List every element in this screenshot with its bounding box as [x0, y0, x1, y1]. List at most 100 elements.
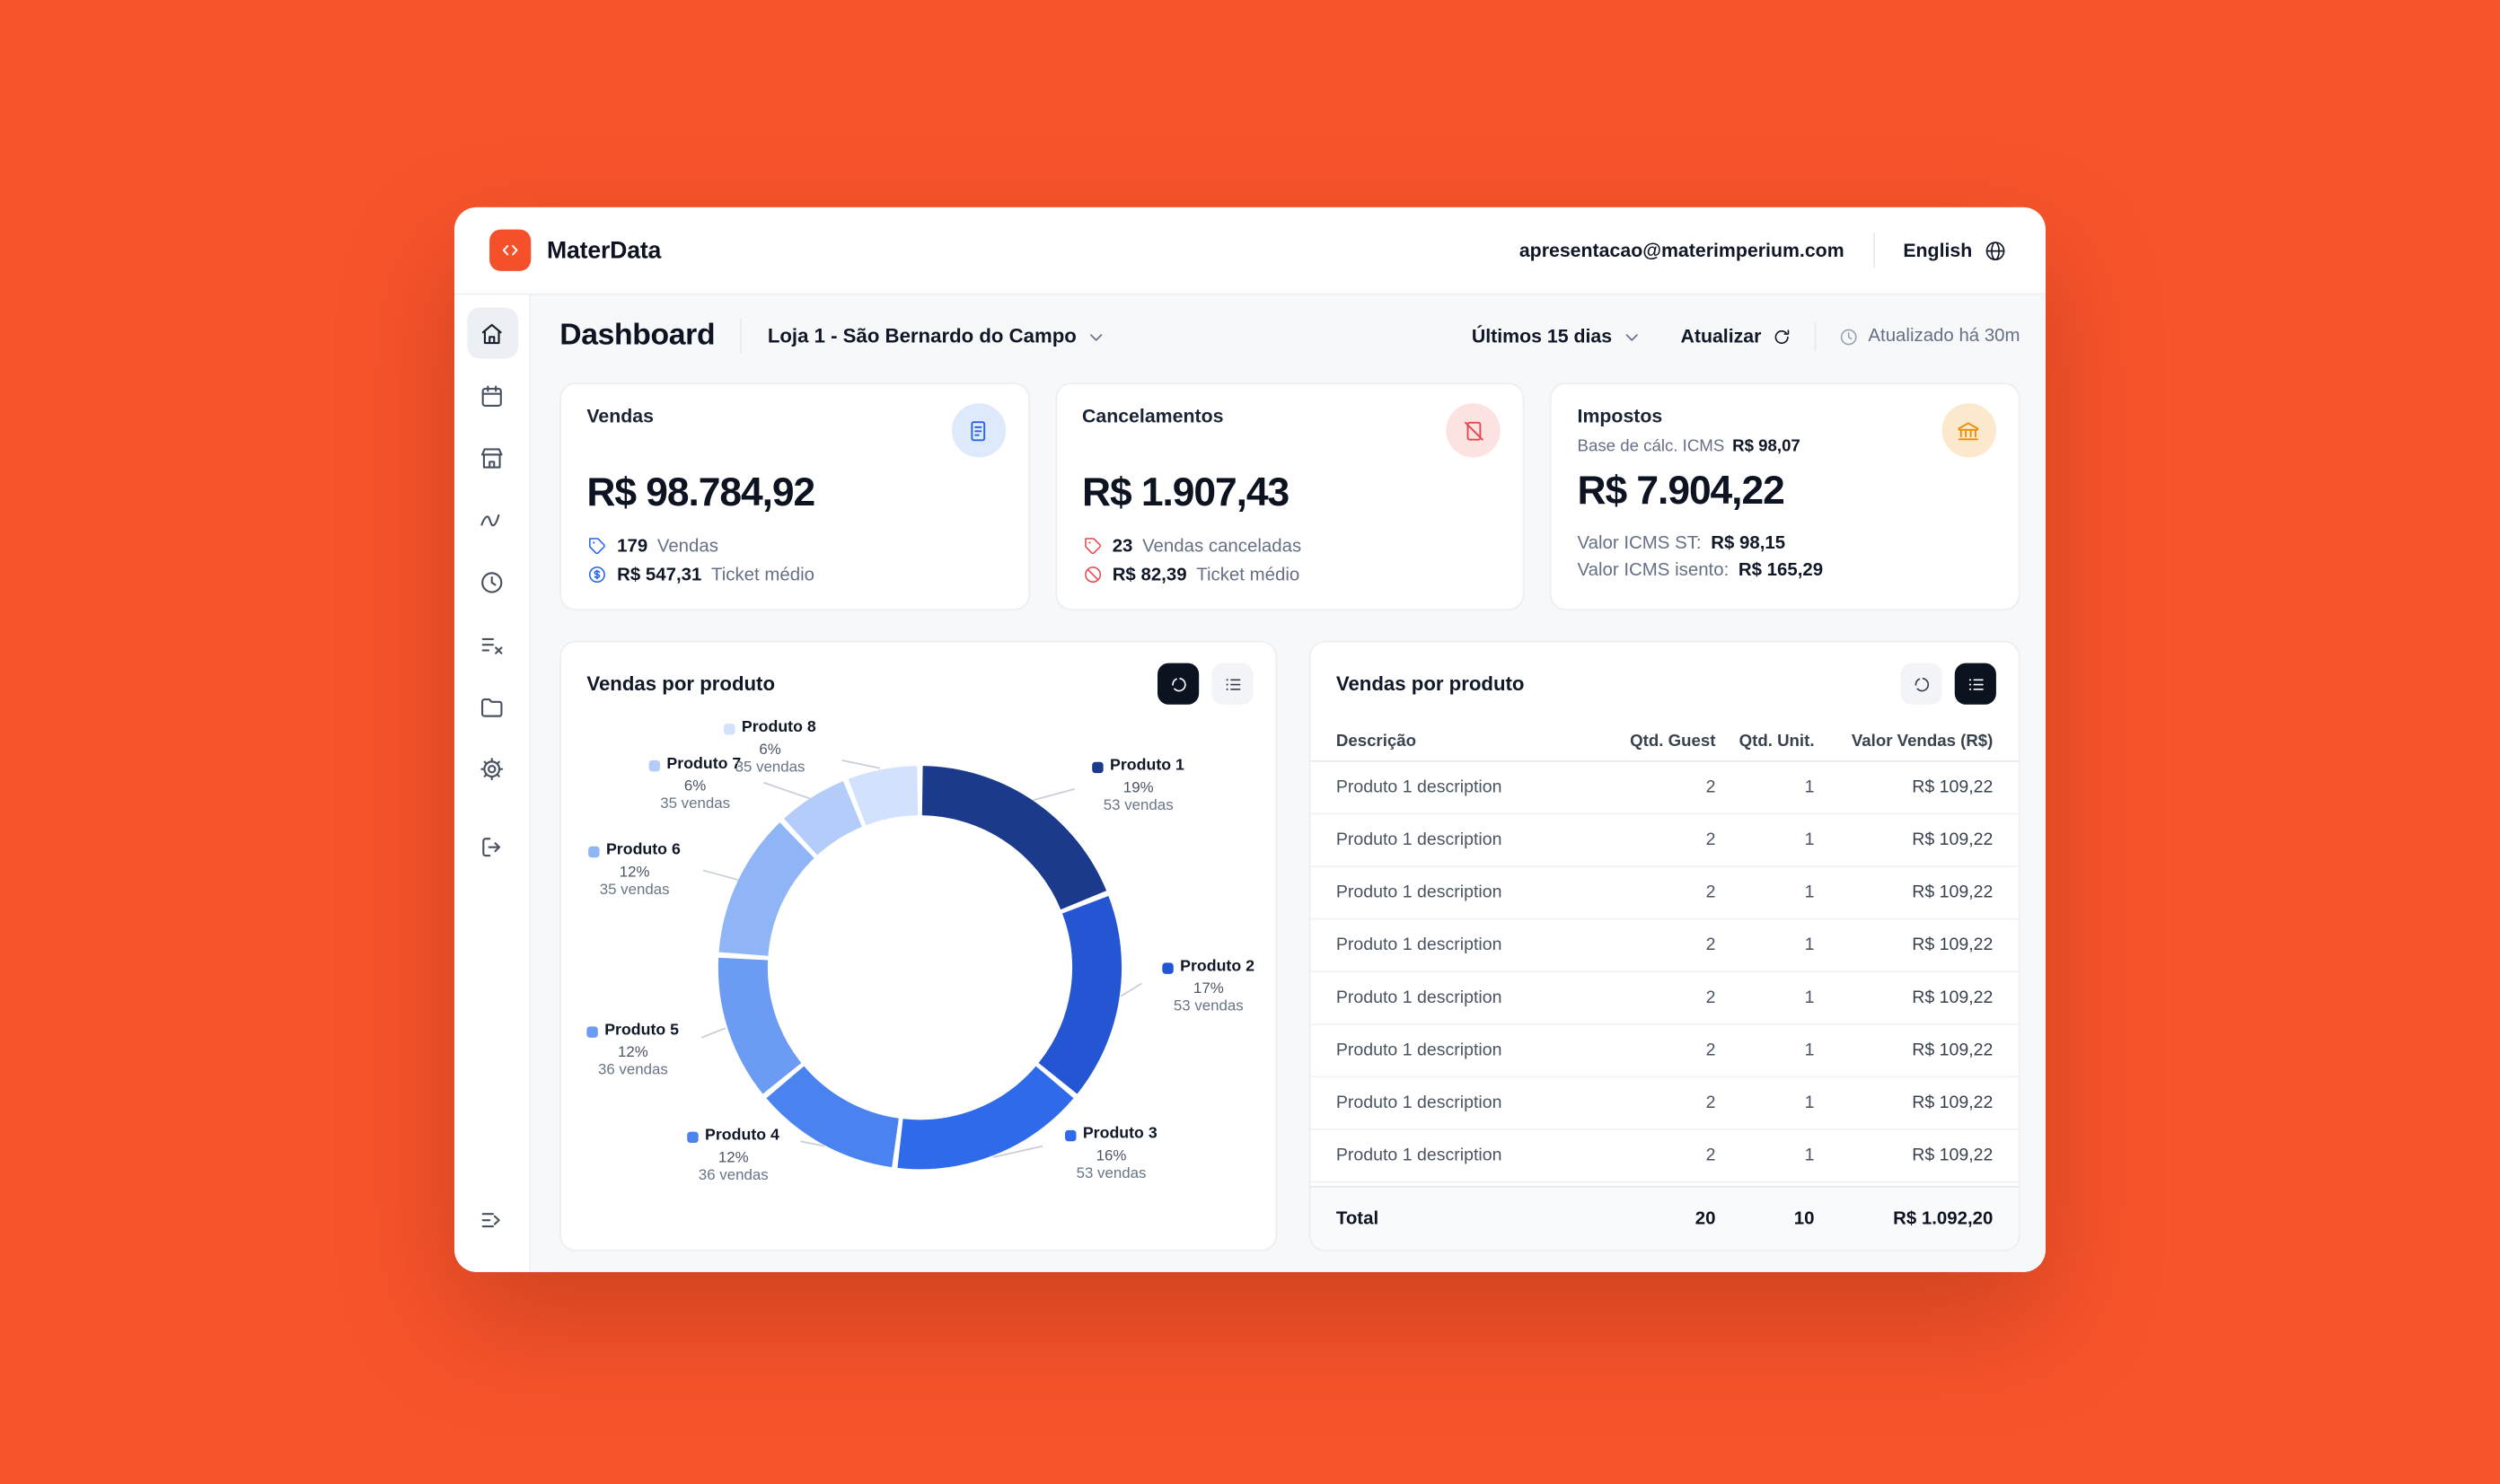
chart-label-produto-4: Produto 4 12% 36 vendas [666, 1127, 800, 1184]
receipt-icon [951, 403, 1006, 458]
vendas-ticket-row: R$ 547,31 Ticket médio [586, 565, 1002, 585]
donut-segment-8[interactable] [848, 766, 919, 826]
impostos-st-row: Valor ICMS ST: R$ 98,15 [1578, 534, 1994, 553]
period-selector[interactable]: Últimos 15 dias [1472, 325, 1642, 347]
donut-segment-1[interactable] [921, 766, 1107, 910]
table-row: Produto 1 description 2 1 R$ 109,22 [1310, 867, 2019, 920]
store-icon [480, 447, 503, 468]
sidebar-collapse-button[interactable] [466, 1194, 517, 1245]
calendar-icon [481, 384, 502, 407]
legend-chip [1092, 760, 1104, 773]
store-selector-label: Loja 1 - São Bernardo do Campo [767, 325, 1077, 348]
logout-icon [482, 837, 500, 856]
donut-segment-4[interactable] [766, 1066, 900, 1168]
header-right: apresentacao@materimperium.com English [1519, 233, 2008, 268]
impostos-isento-value: R$ 165,29 [1738, 560, 1824, 581]
cancelamentos-count-label: Vendas canceladas [1142, 536, 1302, 556]
table-header: Descrição Qtd. Guest Qtd. Unit. Valor Ve… [1310, 721, 2019, 762]
dollar-circle-icon [586, 565, 607, 585]
bank-icon [1941, 403, 1996, 458]
donut-segment-5[interactable] [717, 957, 802, 1094]
chart-label-produto-8: Produto 8 6% 35 vendas [703, 719, 837, 777]
donut-chart[interactable] [717, 766, 1122, 1170]
total-value: R$ 1.092,20 [1893, 1208, 1994, 1229]
topbar-actions: Últimos 15 dias Atualizar Atualizado há … [1472, 321, 2020, 351]
col-qtd-guest: Qtd. Guest [1630, 731, 1716, 751]
list-view-button[interactable] [1211, 663, 1254, 705]
card-impostos-title: Impostos [1577, 404, 1663, 427]
chart-label-produto-6: Produto 6 12% 35 vendas [568, 841, 701, 899]
table-row: Produto 1 description 2 1 R$ 109,22 [1310, 762, 2019, 815]
cancelamentos-ticket-row: R$ 82,39 Ticket médio [1082, 565, 1498, 585]
language-selector[interactable]: English [1903, 238, 2007, 262]
vendas-ticket-value: R$ 547,31 [617, 565, 702, 584]
donut-segment-7[interactable] [784, 781, 863, 856]
cancelamentos-ticket-label: Ticket médio [1196, 565, 1300, 584]
donut-segment-3[interactable] [897, 1066, 1074, 1170]
impostos-base-row: Base de cálc. ICMS R$ 98,07 [1578, 436, 1994, 455]
refresh-label: Atualizar [1680, 325, 1762, 348]
legend-chip [588, 845, 600, 857]
period-selector-label: Últimos 15 dias [1471, 325, 1613, 348]
col-descricao: Descrição [1335, 731, 1417, 751]
card-impostos-value: R$ 7.904,22 [1577, 468, 1785, 514]
chart-view-button[interactable] [1158, 663, 1200, 705]
sidebar-item-store[interactable] [466, 432, 517, 483]
topbar-divider [740, 319, 743, 355]
refresh-icon [1774, 329, 1789, 344]
sidebar-item-logout[interactable] [466, 821, 517, 872]
brand: MaterData [489, 229, 661, 271]
card-vendas-value: R$ 98.784,92 [586, 470, 815, 515]
donut-segment-2[interactable] [1038, 895, 1122, 1094]
last-updated: Atualizado há 30m [1838, 326, 2020, 347]
legend-chip [586, 1025, 599, 1037]
refresh-button[interactable]: Atualizar [1680, 325, 1791, 347]
impostos-isento-row: Valor ICMS isento: R$ 165,29 [1578, 561, 1994, 580]
sidebar-item-calendar[interactable] [466, 370, 517, 421]
sidebar-item-analytics[interactable] [466, 494, 517, 545]
chart-label-produto-1: Produto 1 19% 53 vendas [1071, 757, 1205, 814]
table-row: Produto 1 description 2 1 R$ 109,22 [1310, 919, 2019, 973]
sidebar-item-home[interactable] [466, 307, 518, 359]
card-vendas: Vendas R$ 98.784,92 179 Vendas [559, 382, 1030, 611]
table-panel: Vendas por produto [1308, 640, 2020, 1251]
col-qtd-unit: Qtd. Unit. [1739, 731, 1815, 751]
sidebar-item-files[interactable] [466, 681, 517, 732]
chart-panel: Vendas por produto [559, 640, 1278, 1251]
donut-segment-6[interactable] [718, 822, 815, 957]
impostos-isento-label: Valor ICMS isento: [1577, 560, 1730, 581]
chart-label-produto-3: Produto 3 16% 53 vendas [1044, 1126, 1178, 1182]
store-selector[interactable]: Loja 1 - São Bernardo do Campo [768, 325, 1107, 347]
card-cancelamentos-value: R$ 1.907,43 [1081, 470, 1290, 515]
table-row: Produto 1 description 2 1 R$ 109,22 [1310, 1025, 2019, 1078]
folder-icon [480, 698, 503, 716]
total-unit: 10 [1793, 1208, 1815, 1229]
last-updated-label: Atualizado há 30m [1868, 326, 2020, 347]
globe-icon [1985, 241, 2005, 260]
chevron-down-icon [1090, 333, 1103, 340]
chevron-down-icon [1625, 333, 1638, 340]
card-cancelamentos-title: Cancelamentos [1081, 404, 1224, 427]
sidebar-item-settings[interactable] [466, 742, 517, 794]
chart-panel-title: Vendas por produto [586, 672, 776, 696]
table-row: Produto 1 description 2 1 R$ 109,22 [1310, 1130, 2019, 1183]
account-email: apresentacao@materimperium.com [1518, 239, 1844, 262]
impostos-st-value: R$ 98,15 [1711, 533, 1786, 554]
list-view-button[interactable] [1954, 663, 1996, 705]
chart-view-button[interactable] [1900, 663, 1942, 705]
sidebar-item-history[interactable] [466, 557, 517, 608]
table-row: Produto 1 description 2 1 R$ 109,22 [1310, 972, 2019, 1025]
donut-chart-icon [1171, 676, 1185, 691]
prohibit-icon [1082, 565, 1103, 585]
card-vendas-title: Vendas [586, 404, 655, 427]
app-header: MaterData apresentacao@materimperium.com… [454, 206, 2046, 295]
card-impostos: Impostos Base de cálc. ICMS R$ 98,07 R$ … [1550, 382, 2020, 611]
chart-label-produto-2: Produto 2 17% 53 vendas [1141, 958, 1275, 1015]
topbar-divider-2 [1814, 321, 1816, 351]
list-icon [1968, 678, 1983, 690]
clock-icon [1840, 328, 1857, 345]
sidebar-item-tasks[interactable] [466, 619, 517, 670]
products-table: Descrição Qtd. Guest Qtd. Unit. Valor Ve… [1310, 721, 2019, 1183]
clock-icon [481, 571, 503, 593]
